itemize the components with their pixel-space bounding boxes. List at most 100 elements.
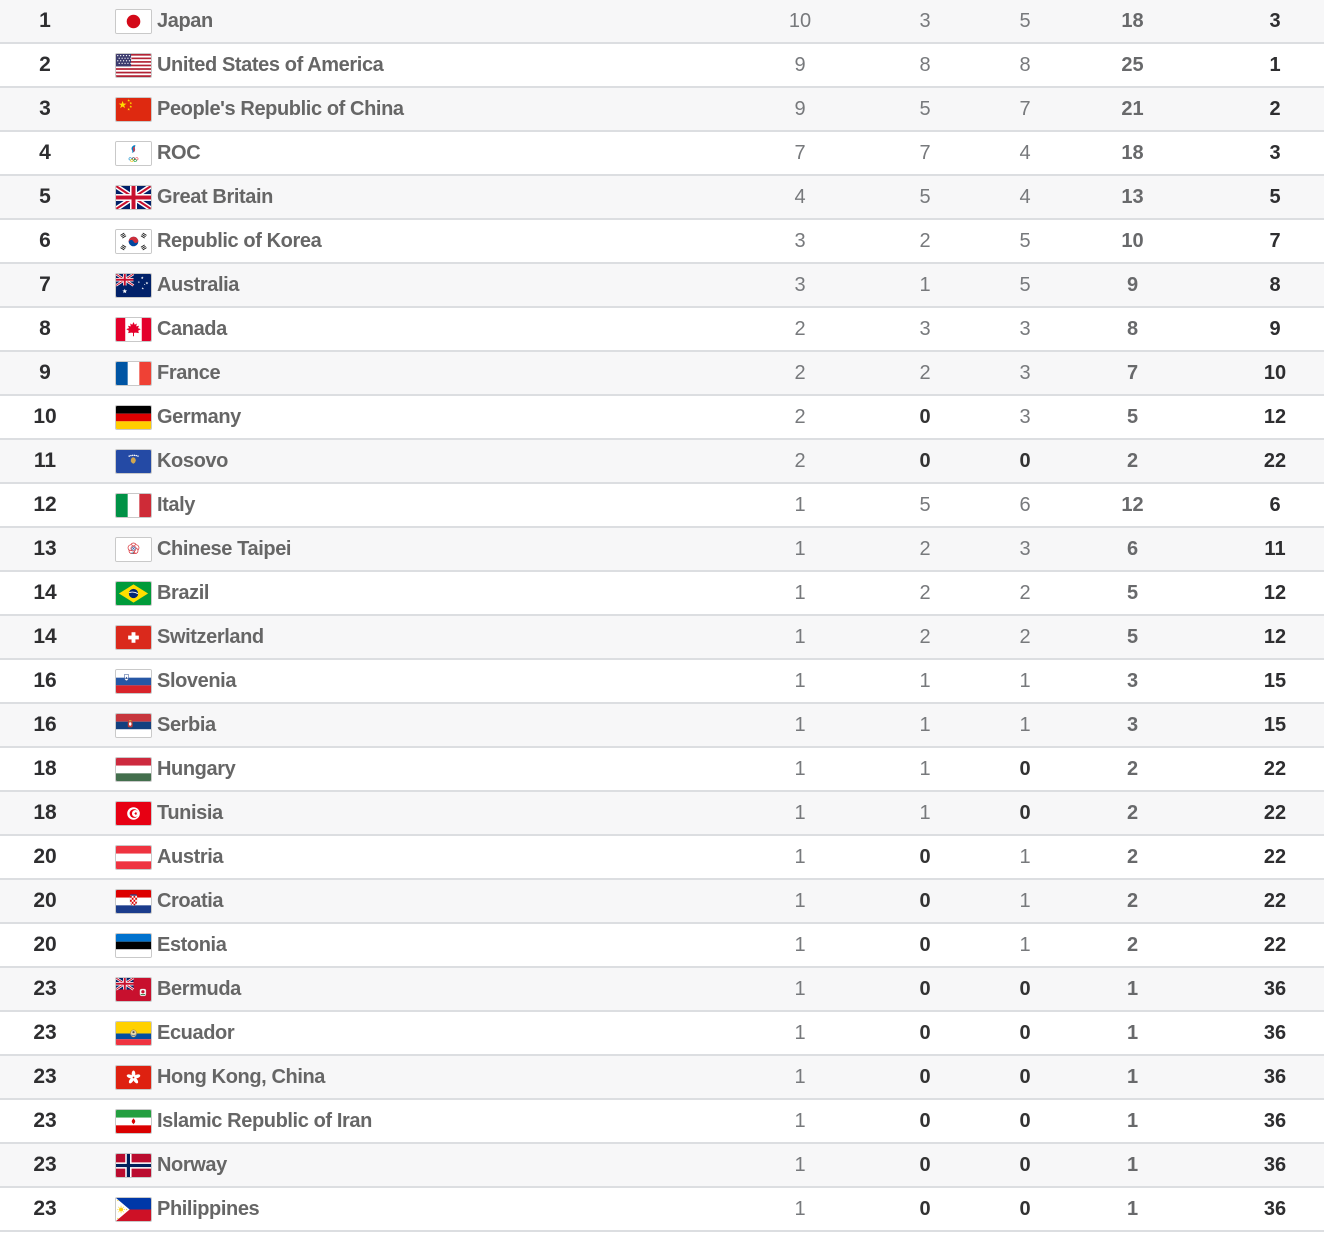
country-name: Japan [157, 9, 213, 32]
rank-cell: 10 [33, 405, 57, 428]
table-row[interactable]: 20 Austria 1 0 1 2 22 [0, 836, 1324, 880]
table-row[interactable]: 11 Kosovo 2 0 0 2 22 [0, 440, 1324, 484]
bronze-count: 0 [1019, 757, 1031, 780]
table-row[interactable]: 8 Canada 2 3 3 8 9 [0, 308, 1324, 352]
table-row[interactable]: 14 Switzerland 1 2 2 5 12 [0, 616, 1324, 660]
rank-by-total-cell: 22 [1263, 889, 1287, 912]
gold-count: 1 [794, 757, 806, 780]
rank-by-total-cell: 12 [1263, 405, 1287, 428]
bronze-count: 6 [1019, 493, 1031, 516]
table-row[interactable]: 16 Slovenia 1 1 1 3 15 [0, 660, 1324, 704]
flag-france-icon [115, 360, 152, 386]
gold-count: 1 [794, 1021, 806, 1044]
rank-cell: 13 [33, 537, 57, 560]
table-row[interactable]: 2 United States of America 9 8 8 25 1 [0, 44, 1324, 88]
table-row[interactable]: 23 Norway 1 0 0 1 36 [0, 1144, 1324, 1188]
table-row[interactable]: 12 Italy 1 5 6 12 6 [0, 484, 1324, 528]
flag-cell [90, 756, 157, 782]
flag-hungary-icon [115, 756, 152, 782]
flag-korea-icon [115, 228, 152, 254]
country-name: Great Britain [157, 185, 273, 208]
gold-count: 1 [794, 889, 806, 912]
table-row[interactable]: 23 Philippines 1 0 0 1 36 [0, 1188, 1324, 1232]
flag-serbia-icon [115, 712, 152, 738]
country-name: Hungary [157, 757, 236, 780]
gold-count: 10 [788, 9, 812, 32]
rank-by-total-cell: 22 [1263, 933, 1287, 956]
silver-count: 0 [919, 1153, 931, 1176]
flag-cell [90, 1152, 157, 1178]
rank-by-total-cell: 6 [1269, 493, 1281, 516]
silver-count: 5 [919, 493, 931, 516]
table-row[interactable]: 3 People's Republic of China 9 5 7 21 2 [0, 88, 1324, 132]
rank-by-total-cell: 36 [1263, 1109, 1287, 1132]
flag-cell [90, 668, 157, 694]
rank-cell: 6 [39, 229, 51, 252]
gold-count: 1 [794, 1153, 806, 1176]
silver-count: 1 [919, 713, 931, 736]
rank-cell: 12 [33, 493, 57, 516]
table-row[interactable]: 23 Islamic Republic of Iran 1 0 0 1 36 [0, 1100, 1324, 1144]
flag-iran-icon [115, 1108, 152, 1134]
rank-by-total-cell: 2 [1269, 97, 1281, 120]
flag-germany-icon [115, 404, 152, 430]
table-row[interactable]: 18 Tunisia 1 1 0 2 22 [0, 792, 1324, 836]
rank-by-total-cell: 10 [1263, 361, 1287, 384]
total-count: 7 [1126, 361, 1139, 384]
table-row[interactable]: 5 Great Britain 4 5 4 13 5 [0, 176, 1324, 220]
total-count: 10 [1121, 229, 1144, 252]
table-row[interactable]: 9 France 2 2 3 7 10 [0, 352, 1324, 396]
rank-cell: 9 [39, 361, 51, 384]
gold-count: 1 [794, 1065, 806, 1088]
rank-cell: 23 [33, 1109, 57, 1132]
bronze-count: 0 [1019, 1153, 1031, 1176]
country-name: Islamic Republic of Iran [157, 1109, 372, 1132]
table-row[interactable]: 4 ROC 7 7 4 18 3 [0, 132, 1324, 176]
bronze-count: 4 [1019, 141, 1031, 164]
country-name: Australia [157, 273, 239, 296]
table-row[interactable]: 20 Estonia 1 0 1 2 22 [0, 924, 1324, 968]
total-count: 2 [1126, 933, 1139, 956]
rank-by-total-cell: 7 [1269, 229, 1281, 252]
table-row[interactable]: 16 Serbia 1 1 1 3 15 [0, 704, 1324, 748]
rank-by-total-cell: 22 [1263, 449, 1287, 472]
total-count: 12 [1121, 493, 1144, 516]
rank-by-total-cell: 11 [1264, 537, 1286, 560]
country-name: Bermuda [157, 977, 241, 1000]
table-row[interactable]: 23 Bermuda 1 0 0 1 36 [0, 968, 1324, 1012]
table-row[interactable]: 1 Japan 10 3 5 18 3 [0, 0, 1324, 44]
rank-by-total-cell: 5 [1269, 185, 1281, 208]
rank-by-total-cell: 36 [1263, 1021, 1287, 1044]
rank-by-total-cell: 1 [1269, 53, 1281, 76]
rank-cell: 16 [33, 669, 57, 692]
table-row[interactable]: 7 Australia 3 1 5 9 8 [0, 264, 1324, 308]
bronze-count: 3 [1019, 537, 1031, 560]
table-row[interactable]: 18 Hungary 1 1 0 2 22 [0, 748, 1324, 792]
total-count: 1 [1126, 1109, 1139, 1132]
rank-by-total-cell: 8 [1269, 273, 1281, 296]
flag-cell [90, 316, 157, 342]
table-row[interactable]: 6 Republic of Korea 3 2 5 10 7 [0, 220, 1324, 264]
flag-cell [90, 1064, 157, 1090]
total-count: 5 [1126, 625, 1139, 648]
flag-cell [90, 360, 157, 386]
silver-count: 3 [919, 9, 931, 32]
flag-cell [90, 1020, 157, 1046]
total-count: 1 [1126, 977, 1139, 1000]
bronze-count: 2 [1019, 581, 1031, 604]
silver-count: 1 [919, 801, 931, 824]
rank-by-total-cell: 36 [1263, 1065, 1287, 1088]
table-row[interactable]: 13 Chinese Taipei 1 2 3 6 11 [0, 528, 1324, 572]
gold-count: 1 [794, 933, 806, 956]
table-row[interactable]: 14 Brazil 1 2 2 5 12 [0, 572, 1324, 616]
table-row[interactable]: 20 Croatia 1 0 1 2 22 [0, 880, 1324, 924]
gold-count: 9 [794, 97, 806, 120]
flag-china-icon [115, 96, 152, 122]
flag-chinese-taipei-icon [115, 536, 152, 562]
gold-count: 3 [794, 273, 806, 296]
table-row[interactable]: 23 Ecuador 1 0 0 1 36 [0, 1012, 1324, 1056]
rank-by-total-cell: 3 [1269, 141, 1281, 164]
table-row[interactable]: 23 Hong Kong, China 1 0 0 1 36 [0, 1056, 1324, 1100]
table-row[interactable]: 10 Germany 2 0 3 5 12 [0, 396, 1324, 440]
